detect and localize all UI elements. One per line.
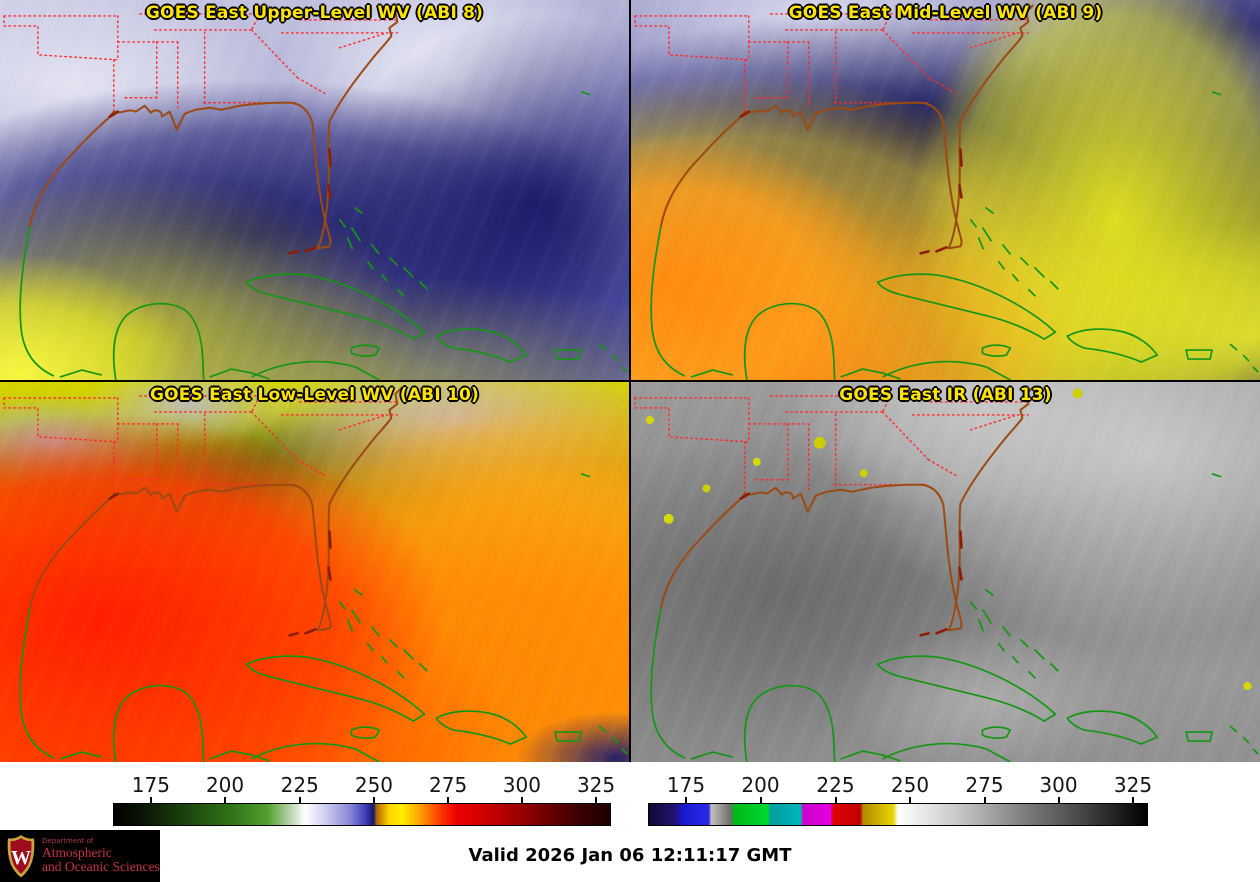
wv-colorbar xyxy=(113,803,611,826)
tick-label: 175 xyxy=(131,773,170,797)
tick-mark xyxy=(447,797,450,803)
tick-label: 300 xyxy=(1039,773,1078,797)
svg-text:W: W xyxy=(11,847,31,869)
tick-mark xyxy=(595,797,598,803)
logo-dept-line: Department of xyxy=(42,836,94,845)
quad-panel-grid: GOES East Upper-Level WV (ABI 8) GOES Ea… xyxy=(0,0,1260,762)
basemap-overlay xyxy=(2,3,629,380)
tick-label: 325 xyxy=(1113,773,1153,797)
tick-label: 275 xyxy=(429,773,468,797)
tick-mark xyxy=(298,797,301,803)
basemap-overlay xyxy=(633,3,1260,380)
basemap-overlay xyxy=(633,385,1260,762)
tick-label: 325 xyxy=(576,773,616,797)
basemap-overlay xyxy=(2,385,629,762)
tick-mark xyxy=(149,797,152,803)
panel-title: GOES East IR (ABI 13) xyxy=(839,385,1052,405)
tick-label: 250 xyxy=(354,773,394,797)
footer: Valid 2026 Jan 06 12:11:17 GMT W Departm… xyxy=(0,830,1260,882)
tick-mark xyxy=(1132,797,1134,803)
panel-title: GOES East Upper-Level WV (ABI 8) xyxy=(145,3,484,23)
tick-mark xyxy=(685,797,687,803)
tick-mark xyxy=(759,797,762,803)
ir-colorbar-ticks: 175 200 225 250 275 300 325 xyxy=(648,773,1152,803)
uw-aos-logo: W Department of Atmospheric and Oceanic … xyxy=(0,830,160,882)
tick-label: 200 xyxy=(741,773,780,797)
tick-label: 250 xyxy=(890,773,930,797)
tick-label: 200 xyxy=(205,773,245,797)
tick-mark xyxy=(224,797,227,803)
tick-label: 175 xyxy=(666,773,706,797)
tick-mark xyxy=(983,797,986,803)
uw-logo-text: Department of Atmospheric and Oceanic Sc… xyxy=(42,836,160,875)
tick-mark xyxy=(520,797,523,803)
tick-mark xyxy=(372,797,375,803)
tick-mark xyxy=(909,797,911,803)
uw-crest-icon: W xyxy=(7,835,35,878)
tick-label: 225 xyxy=(280,773,319,797)
ir-colorbar xyxy=(648,803,1148,826)
wv-colorbar-ticks: 175 200 225 250 275 300 325 xyxy=(113,773,615,803)
tick-mark xyxy=(834,797,837,803)
logo-line2: and Oceanic Sciences xyxy=(42,859,160,875)
tick-label: 225 xyxy=(816,773,855,797)
panel-upper-level-wv: GOES East Upper-Level WV (ABI 8) xyxy=(0,0,629,380)
valid-timestamp: Valid 2026 Jan 06 12:11:17 GMT xyxy=(468,845,792,866)
panel-mid-level-wv: GOES East Mid-Level WV (ABI 9) xyxy=(631,0,1260,380)
panel-ir: GOES East IR (ABI 13) xyxy=(631,382,1260,762)
tick-label: 275 xyxy=(965,773,1004,797)
tick-label: 300 xyxy=(502,773,541,797)
panel-low-level-wv: GOES East Low-Level WV (ABI 10) xyxy=(0,382,629,762)
tick-mark xyxy=(1057,797,1060,803)
logo-line1: Atmospheric xyxy=(42,845,112,860)
panel-title: GOES East Mid-Level WV (ABI 9) xyxy=(788,3,1103,23)
panel-title: GOES East Low-Level WV (ABI 10) xyxy=(149,385,479,405)
